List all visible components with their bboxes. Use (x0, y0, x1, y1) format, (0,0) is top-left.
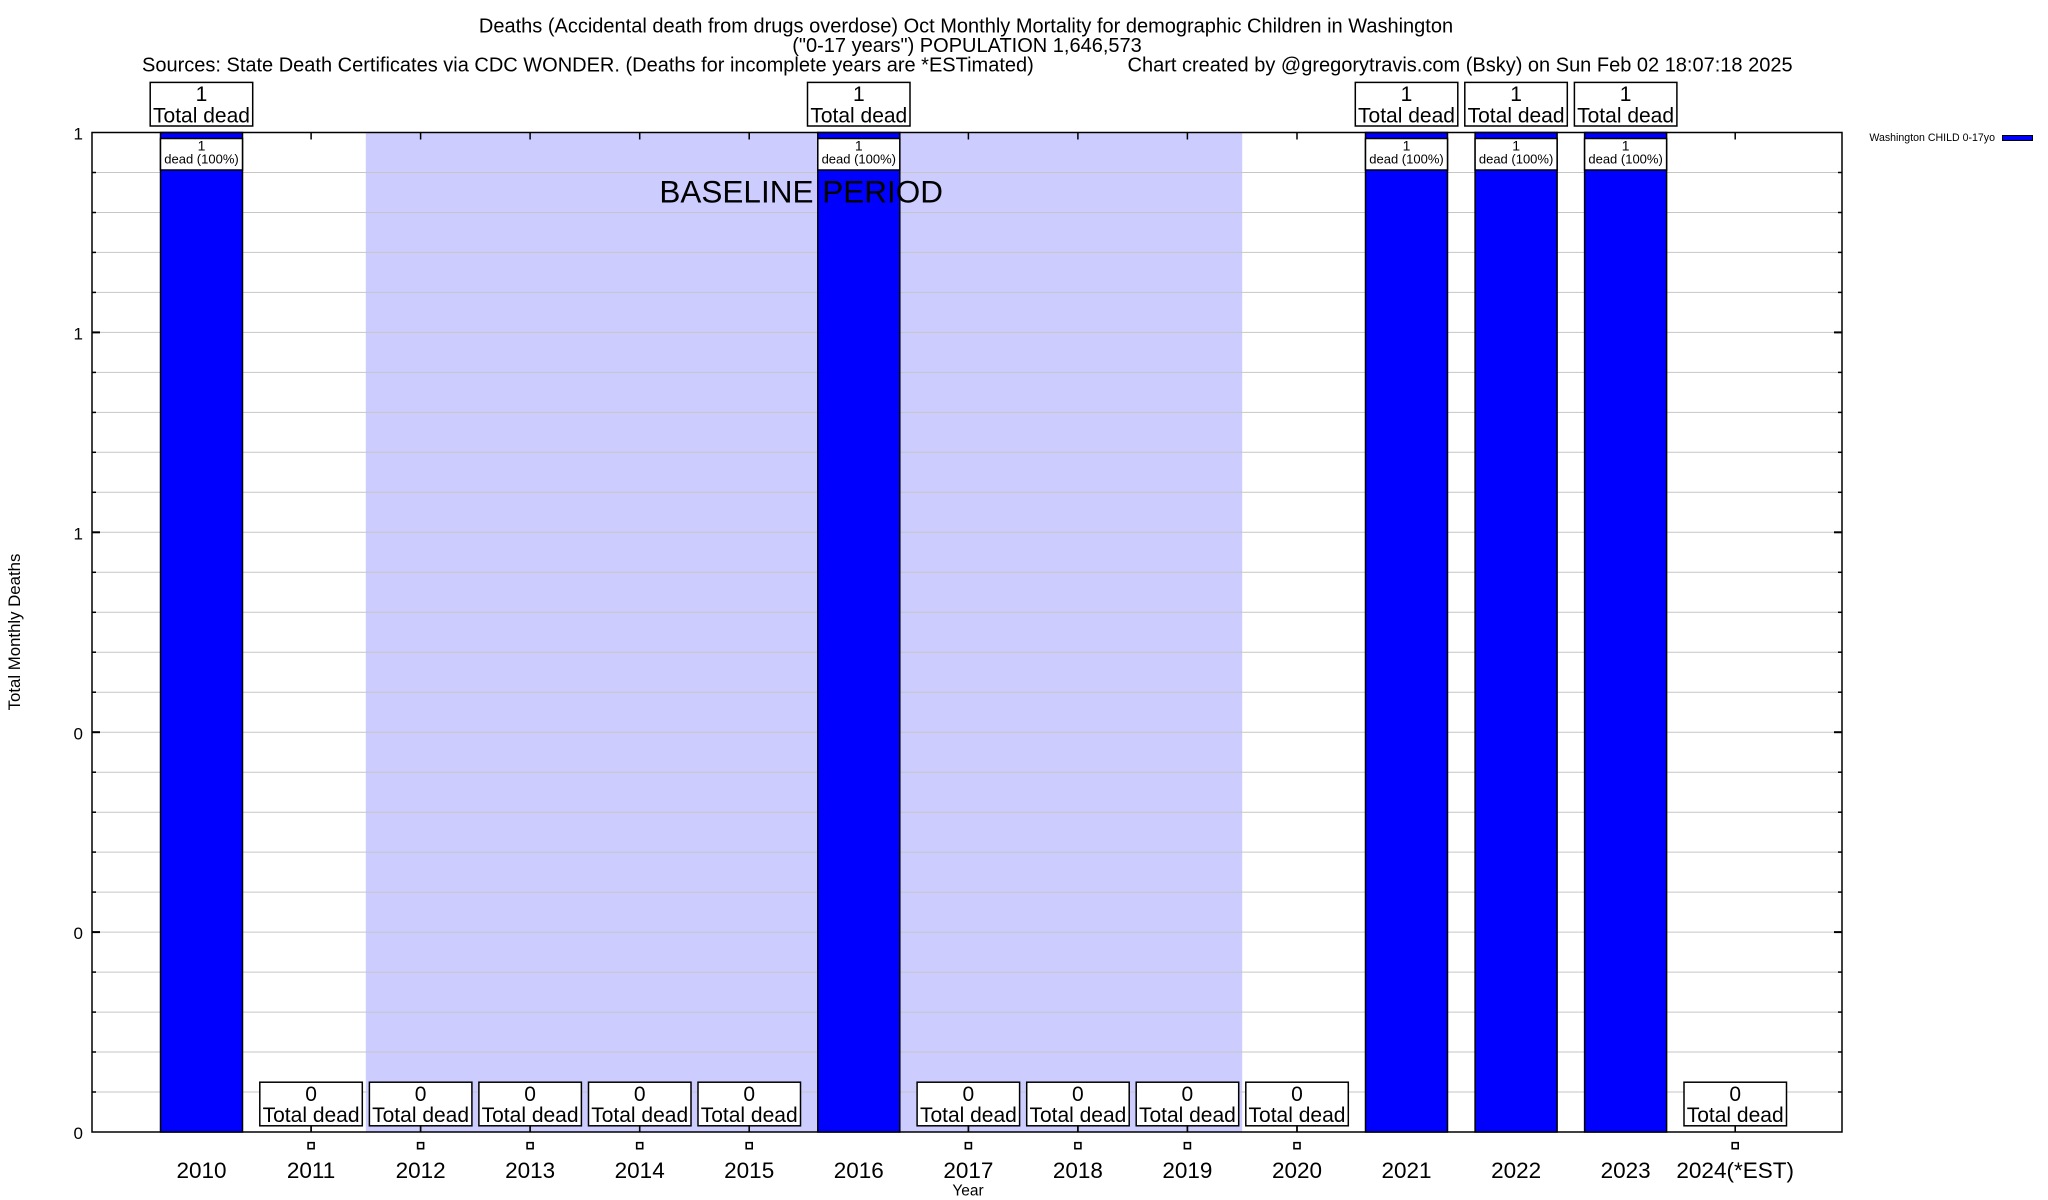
svg-text:1: 1 (853, 83, 865, 106)
svg-text:dead (100%): dead (100%) (1369, 152, 1443, 167)
svg-text:1: 1 (196, 83, 208, 106)
svg-text:2019: 2019 (1162, 1158, 1212, 1183)
svg-text:0: 0 (634, 1083, 646, 1106)
svg-text:0: 0 (74, 1124, 83, 1143)
svg-text:BASELINE PERIOD: BASELINE PERIOD (659, 174, 943, 210)
svg-text:Total dead: Total dead (1468, 104, 1565, 127)
svg-text:2023: 2023 (1601, 1158, 1651, 1183)
svg-text:Chart created by @gregorytravi: Chart created by @gregorytravis.com (Bsk… (1128, 55, 1793, 77)
svg-text:2016: 2016 (834, 1158, 884, 1183)
svg-text:2020: 2020 (1272, 1158, 1322, 1183)
svg-text:2014: 2014 (615, 1158, 665, 1183)
svg-text:Deaths (Accidental death from: Deaths (Accidental death from drugs over… (479, 15, 1453, 37)
svg-text:Total Monthly Deaths: Total Monthly Deaths (5, 554, 24, 711)
svg-text:2024(*EST): 2024(*EST) (1676, 1158, 1794, 1183)
svg-text:1: 1 (1512, 138, 1520, 154)
svg-text:Total dead: Total dead (701, 1104, 798, 1127)
svg-text:dead (100%): dead (100%) (822, 152, 896, 167)
svg-text:Total dead: Total dead (920, 1104, 1017, 1127)
svg-text:1: 1 (74, 325, 83, 344)
svg-text:Sources: State Death Certifica: Sources: State Death Certificates via CD… (142, 55, 1034, 77)
svg-text:0: 0 (743, 1083, 755, 1106)
svg-text:dead (100%): dead (100%) (1479, 152, 1553, 167)
svg-text:2021: 2021 (1381, 1158, 1431, 1183)
svg-text:0: 0 (305, 1083, 317, 1106)
svg-text:Total dead: Total dead (1139, 1104, 1236, 1127)
svg-text:Washington CHILD 0-17yo: Washington CHILD 0-17yo (1869, 132, 1995, 144)
svg-text:2017: 2017 (943, 1158, 993, 1183)
svg-text:Total dead: Total dead (591, 1104, 688, 1127)
svg-text:Total dead: Total dead (153, 104, 250, 127)
svg-text:0: 0 (415, 1083, 427, 1106)
svg-text:2022: 2022 (1491, 1158, 1541, 1183)
svg-text:Total dead: Total dead (1358, 104, 1455, 127)
svg-text:0: 0 (963, 1083, 975, 1106)
svg-text:1: 1 (74, 125, 83, 144)
svg-text:0: 0 (1182, 1083, 1194, 1106)
svg-text:("0-17 years") POPULATION 1,64: ("0-17 years") POPULATION 1,646,573 (792, 35, 1142, 57)
svg-text:0: 0 (74, 724, 83, 743)
svg-text:dead (100%): dead (100%) (164, 152, 238, 167)
svg-text:1: 1 (1510, 83, 1522, 106)
svg-text:Total dead: Total dead (263, 1104, 360, 1127)
svg-text:2011: 2011 (287, 1158, 335, 1183)
svg-text:1: 1 (1620, 83, 1632, 106)
svg-text:1: 1 (1401, 83, 1413, 106)
svg-text:0: 0 (1072, 1083, 1084, 1106)
svg-text:dead (100%): dead (100%) (1588, 152, 1662, 167)
svg-text:Total dead: Total dead (1029, 1104, 1126, 1127)
svg-text:0: 0 (524, 1083, 536, 1106)
svg-text:1: 1 (1622, 138, 1630, 154)
svg-text:Total dead: Total dead (372, 1104, 469, 1127)
svg-text:2010: 2010 (176, 1158, 226, 1183)
svg-text:0: 0 (1729, 1083, 1741, 1106)
svg-text:1: 1 (855, 138, 863, 154)
svg-text:1: 1 (74, 524, 83, 543)
svg-text:2015: 2015 (724, 1158, 774, 1183)
svg-text:Total dead: Total dead (482, 1104, 579, 1127)
svg-text:Year: Year (952, 1183, 983, 1200)
svg-text:1: 1 (1403, 138, 1411, 154)
svg-text:2012: 2012 (396, 1158, 446, 1183)
svg-text:1: 1 (198, 138, 206, 154)
svg-text:Total dead: Total dead (1577, 104, 1674, 127)
svg-text:Total dead: Total dead (810, 104, 907, 127)
svg-text:0: 0 (1291, 1083, 1303, 1106)
svg-text:2013: 2013 (505, 1158, 555, 1183)
svg-text:2018: 2018 (1053, 1158, 1103, 1183)
svg-text:0: 0 (74, 924, 83, 943)
svg-text:Total dead: Total dead (1687, 1104, 1784, 1127)
svg-text:Total dead: Total dead (1249, 1104, 1346, 1127)
